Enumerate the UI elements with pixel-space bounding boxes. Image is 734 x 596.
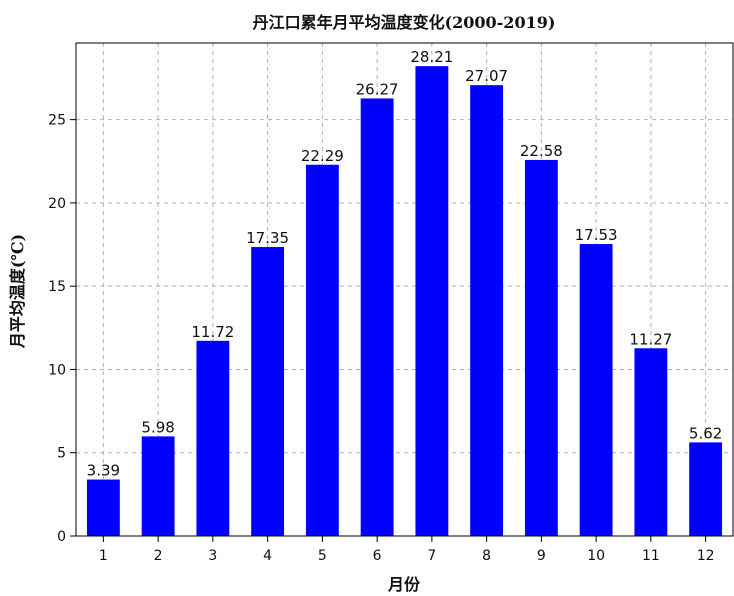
bar (86, 479, 120, 536)
label-layer: 0 5 10 15 20 25 1 3.39 2 5.98 3 11.72 4 17.35 5 22.29 6 2… (48, 48, 722, 564)
bar-value-label: 5.62 (689, 424, 722, 442)
bar (196, 340, 230, 536)
y-tick-label: 0 (57, 529, 66, 545)
x-tick-label: 2 (154, 548, 163, 564)
x-tick-label: 5 (318, 548, 327, 564)
bar (360, 98, 394, 537)
x-tick-label: 4 (263, 548, 272, 564)
bar-value-label: 22.29 (301, 147, 344, 165)
y-tick-label: 10 (48, 362, 66, 378)
x-tick-label: 10 (587, 548, 605, 564)
x-tick-label: 3 (208, 548, 217, 564)
y-tick-label: 15 (48, 279, 66, 295)
bar-value-label: 3.39 (87, 462, 120, 480)
bar (634, 348, 668, 536)
bar-value-label: 27.07 (465, 67, 508, 85)
x-tick-label: 11 (642, 548, 660, 564)
bar (470, 85, 504, 536)
bar-value-label: 11.72 (191, 323, 234, 341)
bar (689, 442, 723, 536)
x-tick-label: 7 (427, 548, 436, 564)
x-axis-label: 月份 (387, 575, 421, 594)
x-tick-label: 8 (482, 548, 491, 564)
bar-value-label: 5.98 (141, 418, 174, 436)
bar-value-label: 11.27 (629, 330, 672, 348)
x-tick-label: 1 (99, 548, 108, 564)
y-tick-label: 25 (48, 113, 66, 129)
bar-value-label: 22.58 (520, 142, 563, 160)
bar-value-label: 17.53 (575, 226, 618, 244)
x-tick-label: 9 (537, 548, 546, 564)
x-tick-label: 12 (697, 548, 715, 564)
bar (305, 164, 339, 536)
y-axis-label: 月平均温度(℃) (8, 234, 27, 349)
y-tick-label: 5 (57, 446, 66, 462)
bar (524, 159, 558, 536)
bar (251, 247, 285, 536)
y-tick-label: 20 (48, 196, 66, 212)
bar (579, 244, 613, 536)
axis-layer (70, 42, 734, 542)
plot-frame (75, 42, 734, 537)
bar (141, 436, 175, 536)
bar-layer (86, 66, 723, 537)
bar-value-label: 26.27 (356, 80, 399, 98)
bar-value-label: 17.35 (246, 229, 289, 247)
bar (415, 66, 449, 537)
bar-value-label: 28.21 (410, 48, 453, 66)
x-tick-label: 6 (373, 548, 382, 564)
chart-title: 丹江口累年月平均温度变化(2000-2019) (253, 13, 556, 32)
